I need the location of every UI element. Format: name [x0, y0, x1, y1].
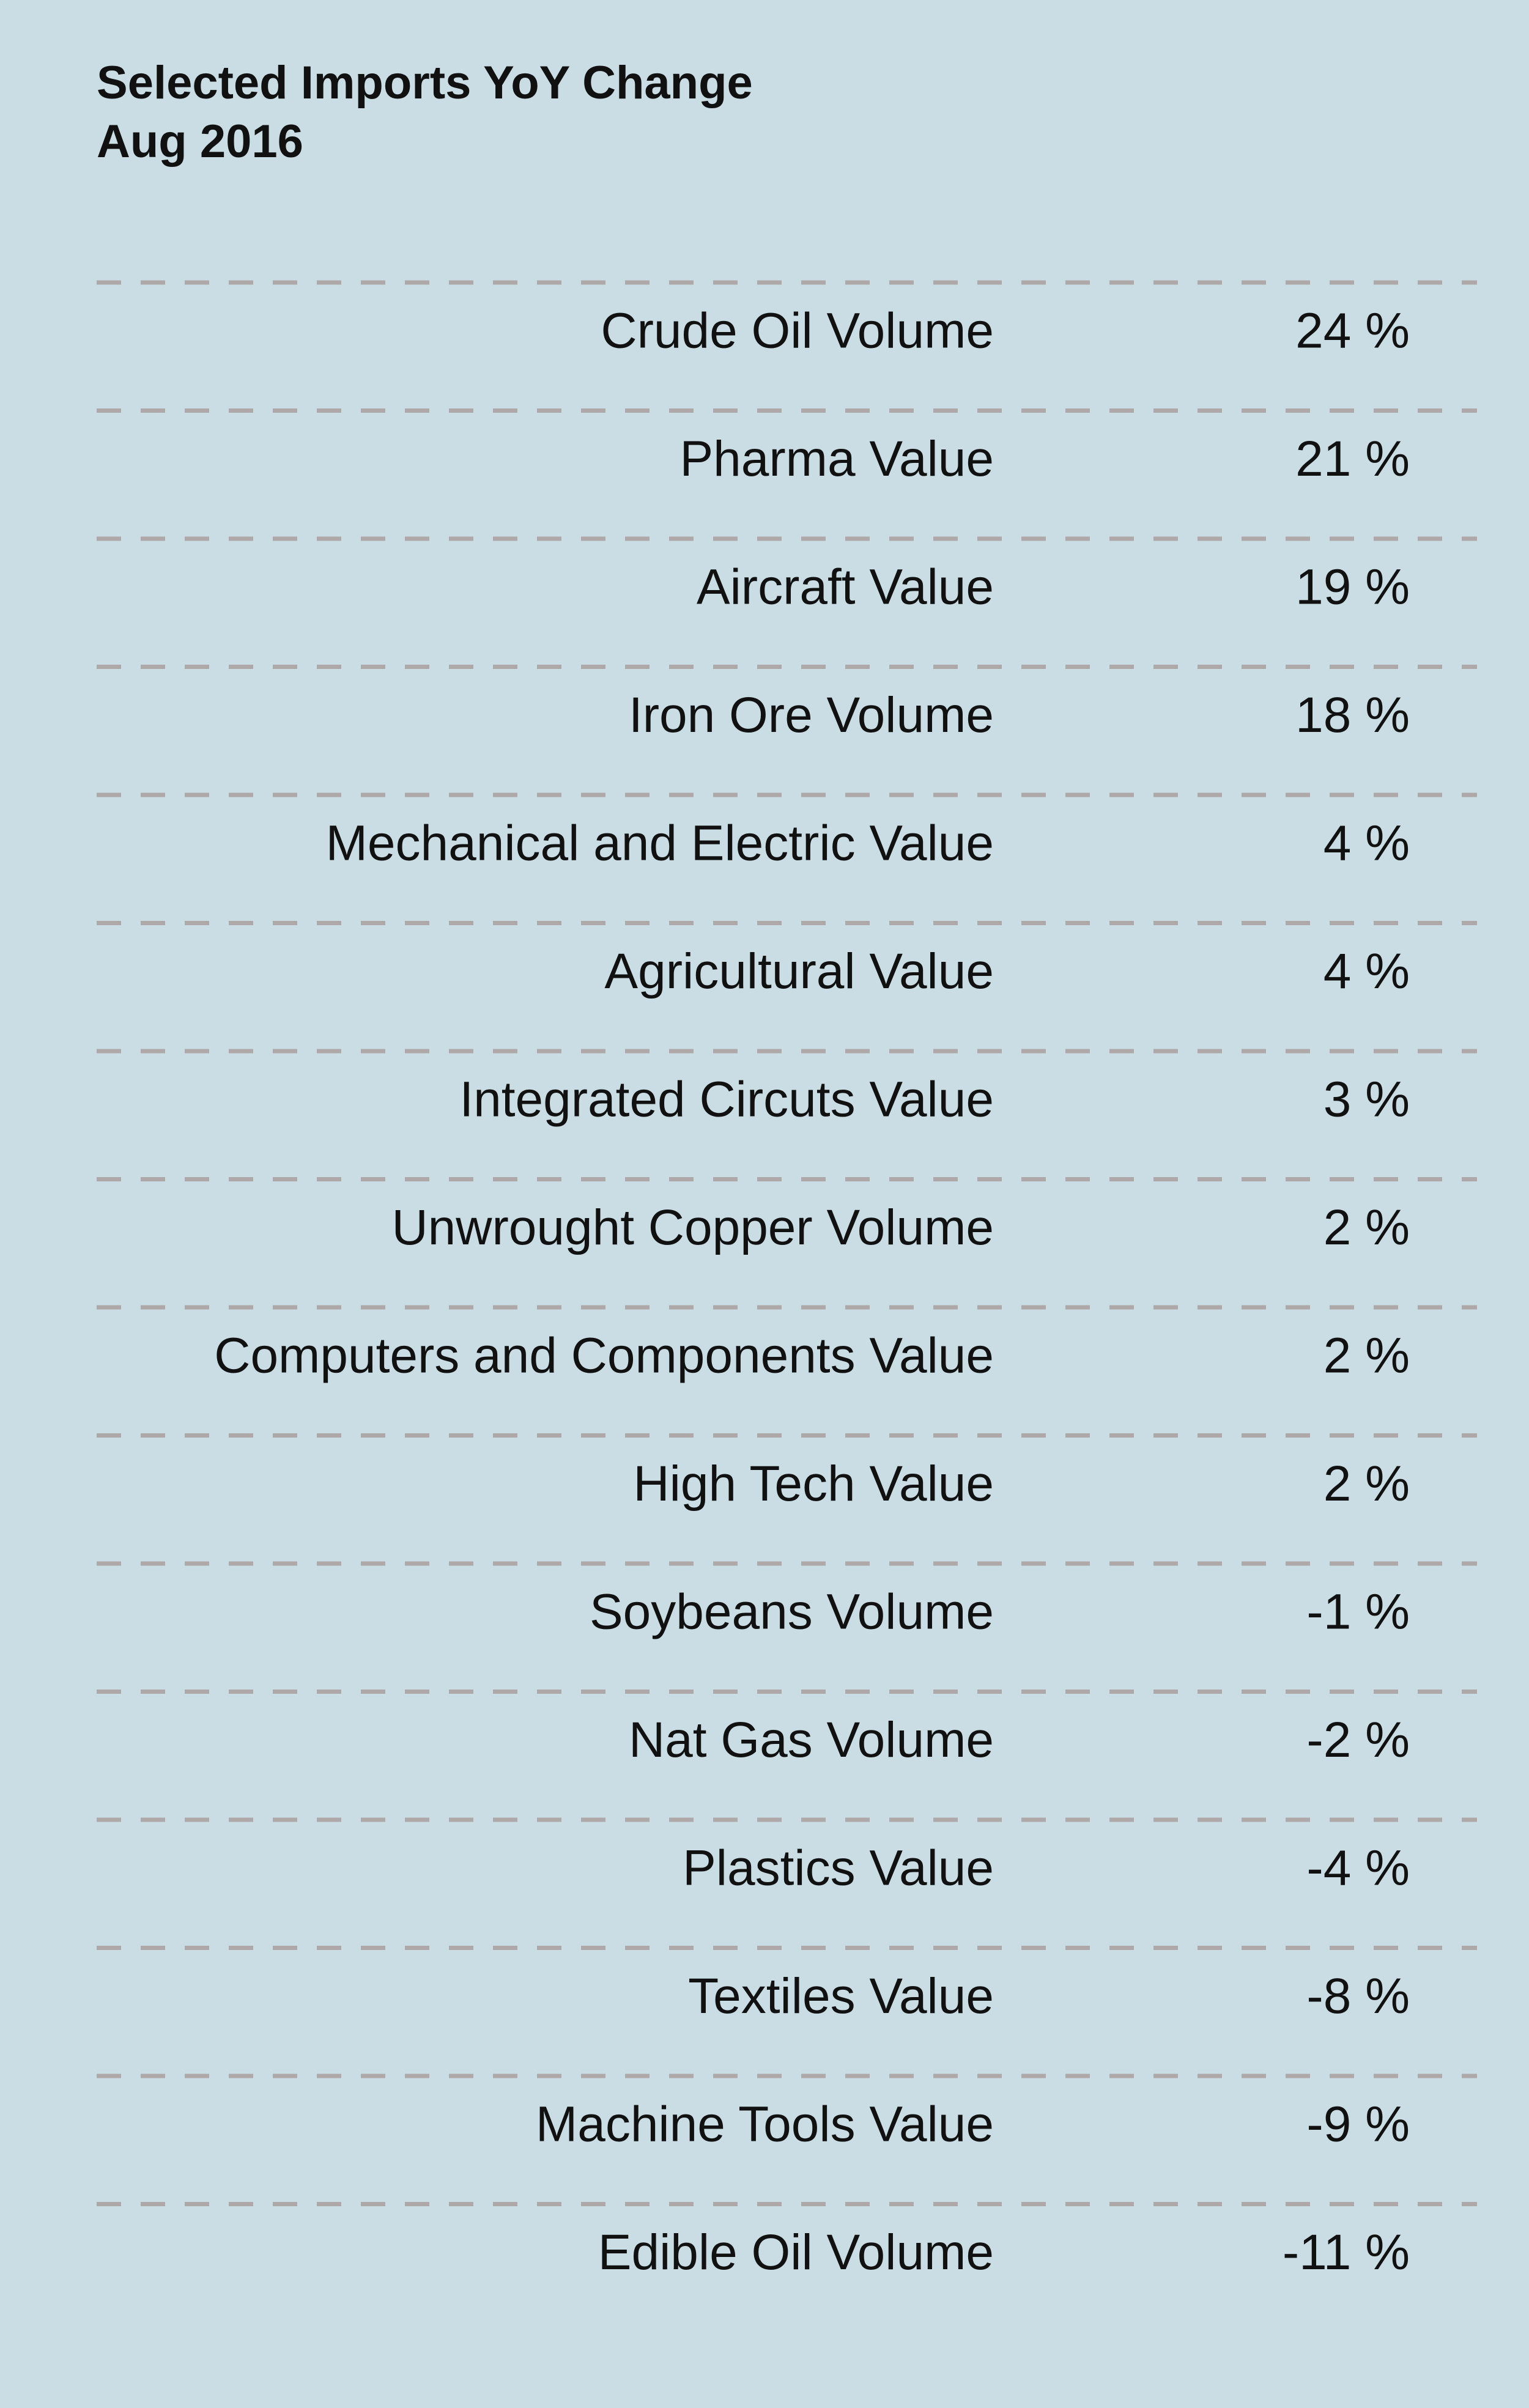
row-value: -2 %	[1306, 1712, 1410, 1768]
row-value: -4 %	[1306, 1841, 1410, 1896]
row-value: 2 %	[1324, 1328, 1410, 1384]
row-label: Aircraft Value	[697, 560, 994, 615]
chart-subtitle: Aug 2016	[97, 116, 303, 168]
row-label: Plastics Value	[683, 1841, 994, 1896]
row-label: Agricultural Value	[604, 944, 994, 999]
row-label: Pharma Value	[679, 431, 994, 487]
chart-title-block: Selected Imports YoY Change Aug 2016	[97, 54, 753, 171]
row-label: Nat Gas Volume	[629, 1712, 994, 1768]
row-label: Mechanical and Electric Value	[326, 816, 994, 871]
row-value: 4 %	[1324, 816, 1410, 871]
row-label: Edible Oil Volume	[598, 2225, 994, 2280]
row-label: Integrated Circuts Value	[459, 1072, 994, 1128]
row-label: Crude Oil Volume	[601, 303, 994, 359]
row-value: -1 %	[1306, 1584, 1410, 1640]
row-label: Computers and Components Value	[214, 1328, 994, 1384]
chart-title: Selected Imports YoY Change	[97, 57, 753, 109]
row-value: 24 %	[1295, 303, 1410, 359]
row-value: 19 %	[1295, 560, 1410, 615]
row-value: 4 %	[1324, 944, 1410, 999]
row-value: -8 %	[1306, 1968, 1410, 2024]
row-value: -11 %	[1283, 2225, 1410, 2280]
row-value: 2 %	[1324, 1200, 1410, 1255]
row-label: Unwrought Copper Volume	[391, 1200, 994, 1255]
row-label: Soybeans Volume	[590, 1584, 994, 1640]
row-value: -9 %	[1306, 2097, 1410, 2152]
row-value: 3 %	[1324, 1072, 1410, 1128]
row-value: 21 %	[1295, 431, 1410, 487]
row-value: 18 %	[1295, 687, 1410, 743]
row-label: Machine Tools Value	[536, 2097, 994, 2152]
row-value: 2 %	[1324, 1456, 1410, 1512]
row-label: High Tech Value	[633, 1456, 994, 1512]
row-label: Textiles Value	[688, 1968, 994, 2024]
row-label: Iron Ore Volume	[629, 687, 994, 743]
